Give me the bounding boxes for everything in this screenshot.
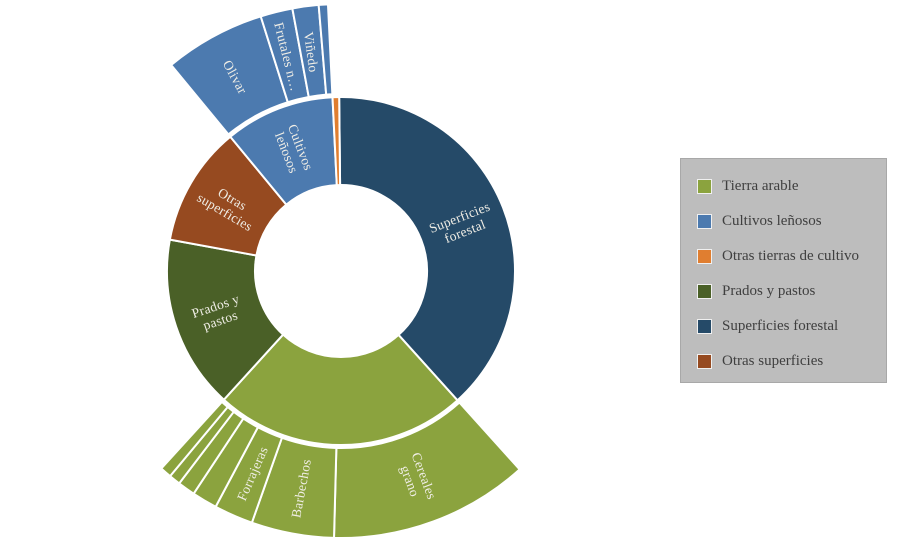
segment-superficies-forestal[interactable]: [338, 96, 516, 402]
legend-item-label: Otras tierras de cultivo: [722, 248, 860, 264]
legend-item-otras-superficies[interactable]: Otras superficies: [697, 344, 886, 379]
legend-swatch-cultivos-lenosos: [697, 214, 712, 229]
segment-prados-y-pastos[interactable]: [166, 238, 285, 401]
legend-swatch-tierra-arable: [697, 179, 712, 194]
legend-item-label: Prados y pastos: [722, 283, 816, 299]
legend-item-cultivos-lenosos[interactable]: Cultivos leñosos: [697, 204, 886, 239]
segment-unlabeled[interactable]: [317, 3, 334, 96]
legend-swatch-otras-tierras-de-cultivo: [697, 249, 712, 264]
legend-item-prados-y-pastos[interactable]: Prados y pastos: [697, 274, 886, 309]
legend-swatch-prados-y-pastos: [697, 284, 712, 299]
legend-swatch-superficies-forestal: [697, 319, 712, 334]
legend: Tierra arable Cultivos leñosos Otras tierr…: [680, 158, 887, 383]
legend-item-tierra-arable[interactable]: Tierra arable: [697, 169, 886, 204]
legend-item-superficies-forestal[interactable]: Superficies forestal: [697, 309, 886, 344]
segment-otras-tierras-de-cultivo[interactable]: [331, 96, 342, 187]
legend-item-otras-tierras-de-cultivo[interactable]: Otras tierras de cultivo: [697, 239, 886, 274]
legend-item-label: Otras superficies: [722, 353, 824, 369]
legend-item-label: Cultivos leñosos: [722, 213, 822, 229]
segment-tierra-arable[interactable]: [222, 333, 459, 447]
legend-item-label: Tierra arable: [722, 178, 799, 194]
legend-swatch-otras-superficies: [697, 354, 712, 369]
legend-item-label: Superficies forestal: [722, 318, 839, 334]
segment-unlabeled[interactable]: [160, 400, 229, 478]
segment-label-vinedo: Viñedo: [301, 31, 321, 73]
sunburst-chart: SuperficiesforestalCerealesgranoBarbecho…: [160, 3, 521, 539]
